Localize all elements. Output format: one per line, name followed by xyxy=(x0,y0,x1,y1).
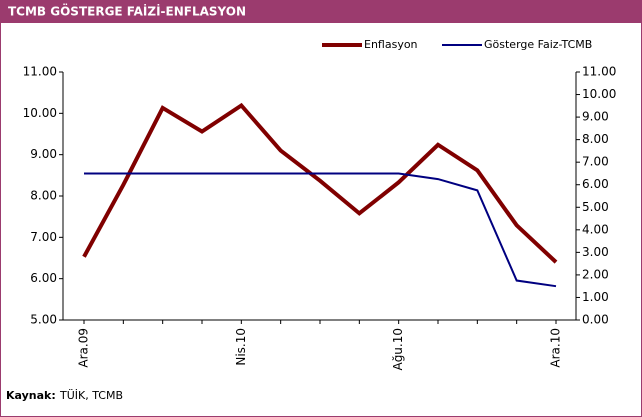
y2-tick-label: 1.00 xyxy=(582,290,609,304)
y2-tick-label: 3.00 xyxy=(582,245,609,259)
series-line xyxy=(82,102,558,264)
header-bar xyxy=(0,0,642,23)
chart-title: TCMB GÖSTERGE FAİZİ-ENFLASYON xyxy=(8,4,246,19)
y2-tick-label: 9.00 xyxy=(582,110,609,124)
y2-tick-label: 7.00 xyxy=(582,155,609,169)
y2-tick-label: 8.00 xyxy=(582,132,609,146)
y2-tick-label: 11.00 xyxy=(582,65,616,79)
source-label: Kaynak: xyxy=(6,389,56,402)
y-tick-label: 10.00 xyxy=(23,106,57,120)
y2-tick-label: 2.00 xyxy=(582,267,609,281)
y2-tick-label: 0.00 xyxy=(582,313,609,327)
y-tick-label: 9.00 xyxy=(30,147,57,161)
y-tick-label: 11.00 xyxy=(23,65,57,79)
source-text: TÜİK, TCMB xyxy=(59,389,123,402)
y2-tick-label: 6.00 xyxy=(582,177,609,191)
x-tick-label: Ara.09 xyxy=(77,328,91,368)
x-tick-label: Nis.10 xyxy=(234,328,248,366)
series-line xyxy=(84,172,557,288)
y2-tick-label: 10.00 xyxy=(582,87,616,101)
y-tick-label: 7.00 xyxy=(30,230,57,244)
legend-label: Gösterge Faiz-TCMB xyxy=(484,38,592,51)
x-tick-label: Ara.10 xyxy=(549,328,563,368)
y-tick-label: 6.00 xyxy=(30,271,57,285)
y-tick-label: 5.00 xyxy=(30,313,57,327)
y2-tick-label: 4.00 xyxy=(582,222,609,236)
y-tick-label: 8.00 xyxy=(30,189,57,203)
y2-tick-label: 5.00 xyxy=(582,200,609,214)
legend-label: Enflasyon xyxy=(364,38,418,51)
x-tick-label: Ağu.10 xyxy=(391,328,405,371)
